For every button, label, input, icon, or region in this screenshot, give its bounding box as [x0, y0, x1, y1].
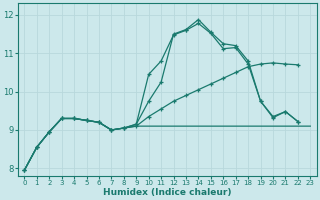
X-axis label: Humidex (Indice chaleur): Humidex (Indice chaleur) — [103, 188, 232, 197]
